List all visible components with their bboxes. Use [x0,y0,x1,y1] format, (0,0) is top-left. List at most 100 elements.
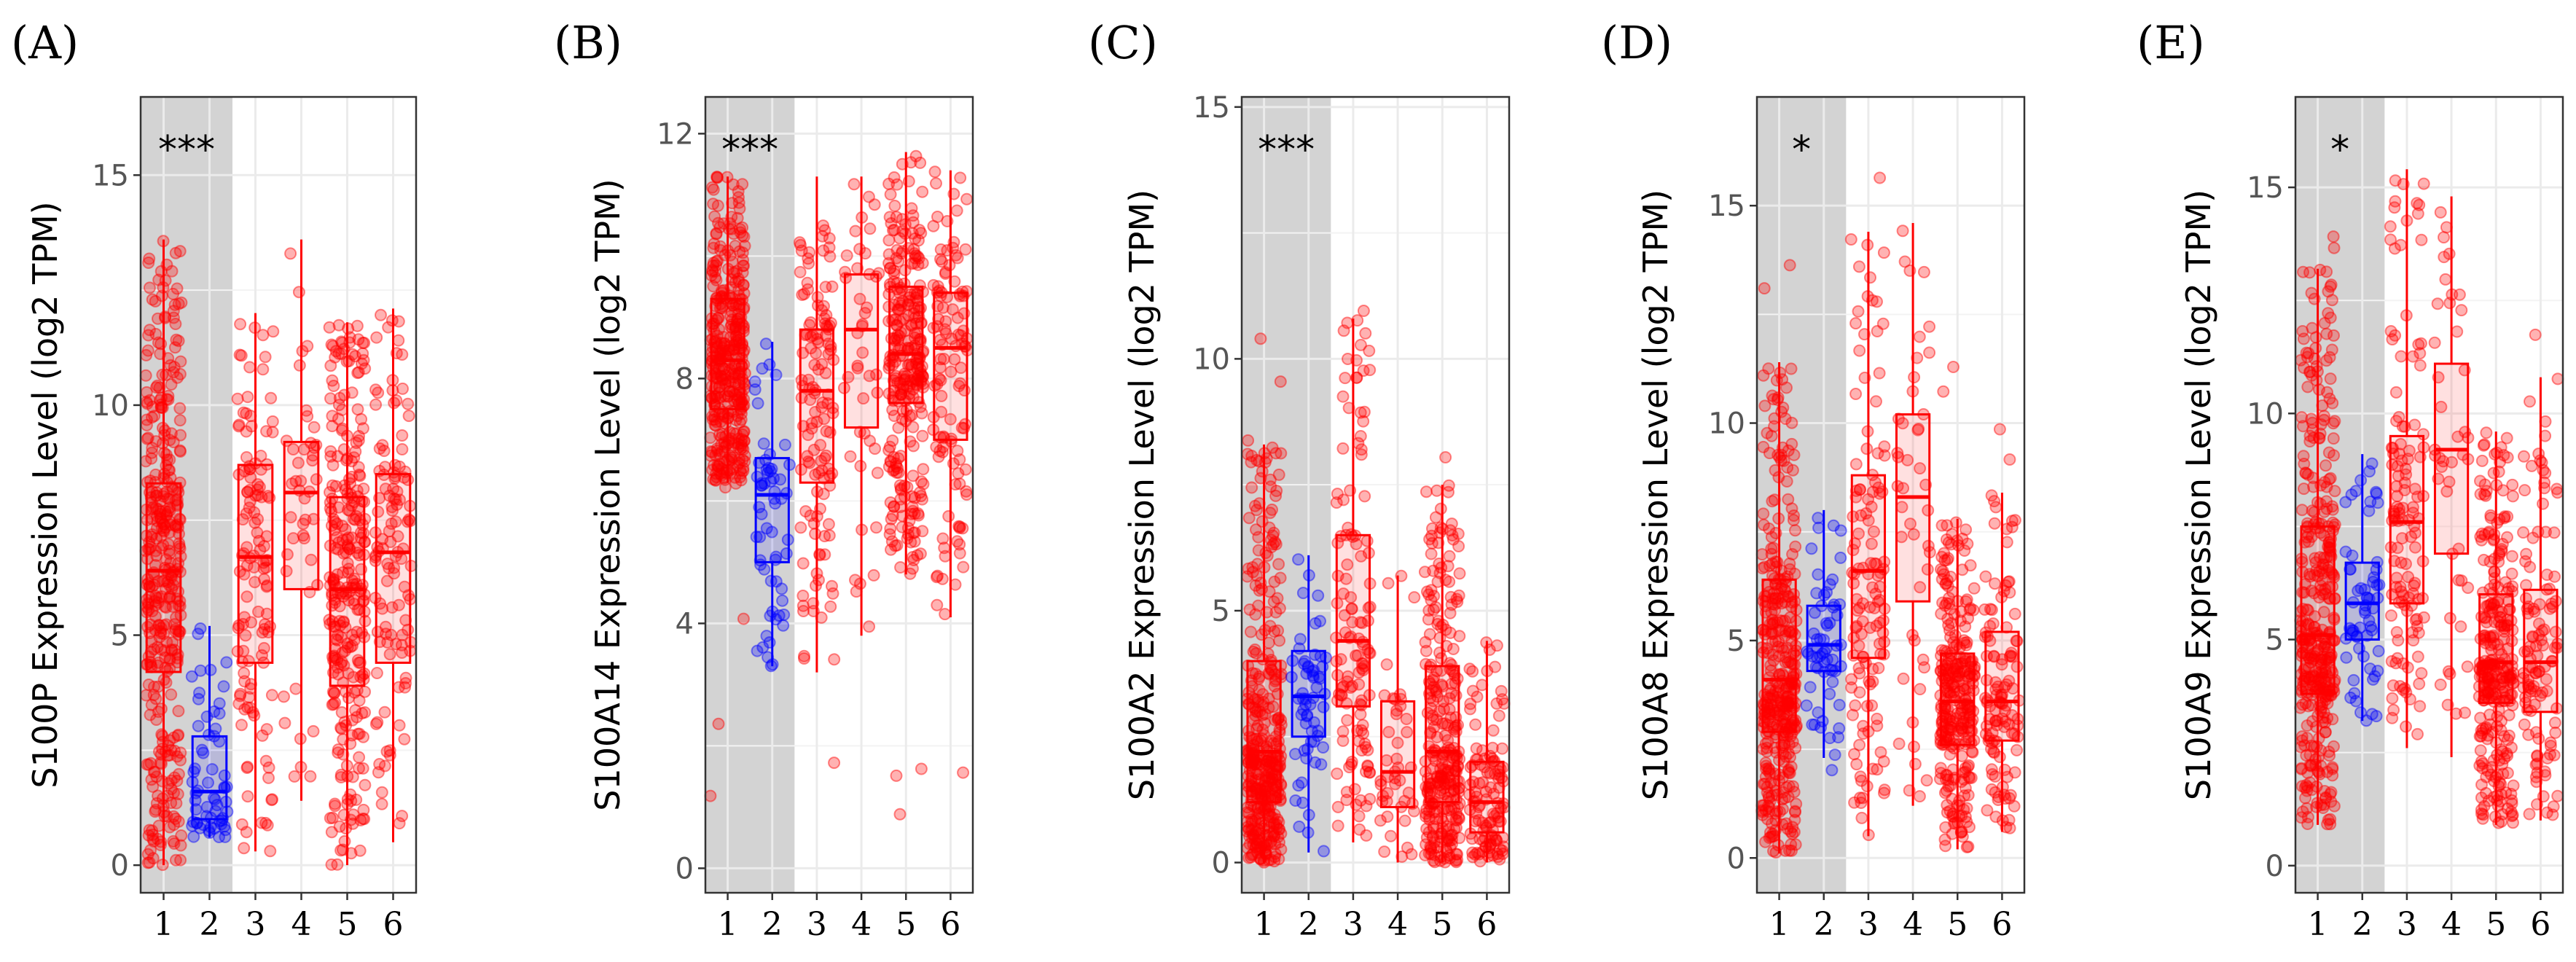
data-point [1336,390,1350,403]
data-point [960,192,974,206]
data-point [1878,440,1891,453]
data-point [2328,740,2340,753]
data-point [931,598,944,611]
data-point [712,717,725,730]
data-point [1341,316,1354,329]
data-point [1353,823,1366,836]
data-point [1336,725,1350,738]
data-point [867,568,880,582]
data-point [912,507,925,520]
data-point [173,537,186,550]
data-point [890,769,903,782]
data-point [1832,731,1845,744]
data-point [1309,756,1322,769]
y-tick-label: 10 [1193,343,1230,376]
data-point [907,421,920,434]
data-point [916,185,929,198]
box-iqr [375,473,412,664]
data-point [152,503,165,516]
data-point [146,400,159,413]
y-axis-title: S100P Expression Level (log2 TPM) [26,201,65,788]
data-point [1420,485,1433,498]
data-point [713,447,726,461]
data-point [259,351,272,364]
data-point [2008,607,2021,620]
data-point [824,600,837,613]
data-point [327,380,340,392]
data-point [1850,758,1863,771]
data-point [1381,810,1394,824]
data-point [168,786,180,799]
data-point [219,830,232,843]
data-point [2413,677,2426,690]
data-point [911,549,924,562]
data-point [2411,650,2424,663]
data-point [2415,233,2428,246]
data-point [326,479,339,492]
data-point [1780,475,1793,488]
data-point [144,394,157,407]
data-point [1943,597,1956,610]
data-point [370,331,383,344]
data-point [1944,571,1957,583]
data-point [1466,850,1479,864]
y-tick-label: 5 [1727,625,1745,658]
data-point [2320,480,2333,493]
data-point [1877,246,1890,259]
data-point [2371,496,2384,509]
data-point [936,255,948,268]
data-point [1947,361,1960,373]
data-point [154,627,168,640]
box-iqr [1425,665,1460,804]
panel-label: (C) [1088,16,1158,69]
data-point [705,269,718,282]
x-tick-label: 5 [1432,906,1452,943]
data-point [252,605,265,618]
x-tick-label: 6 [1992,906,2012,943]
data-point [159,651,172,664]
data-point [167,436,180,449]
data-point [297,517,310,531]
data-point [149,468,163,481]
data-point [156,730,169,743]
data-point [2301,818,2314,830]
data-point [243,501,256,515]
data-point [148,410,161,423]
data-point [734,223,746,235]
data-point [890,178,904,191]
data-point [150,713,163,726]
data-point [1266,503,1278,516]
data-point [139,369,152,382]
data-point [141,597,154,610]
data-point [1789,838,1802,851]
data-point [232,697,246,711]
data-point [1269,538,1283,551]
data-point [1897,672,1910,685]
data-point [707,183,720,196]
data-point [357,730,369,743]
data-point [375,797,388,810]
data-point [849,224,862,238]
data-point [888,500,901,513]
data-point [2324,311,2337,324]
data-point [2354,474,2368,487]
data-point [1874,171,1887,184]
data-point [149,435,163,448]
data-point [1398,814,1412,827]
y-tick-label: 12 [657,117,694,151]
data-point [248,576,262,589]
data-point [160,636,173,649]
significance-marker: *** [1258,128,1315,172]
data-point [2322,813,2335,826]
data-point [241,701,254,714]
data-point [248,560,261,574]
data-point [141,848,154,861]
data-point [1408,591,1421,604]
data-point [245,420,258,433]
data-point [163,504,176,517]
data-point [1248,829,1261,842]
data-point [171,282,184,295]
data-point [1358,490,1371,503]
data-point [304,770,317,783]
data-point [174,429,187,442]
